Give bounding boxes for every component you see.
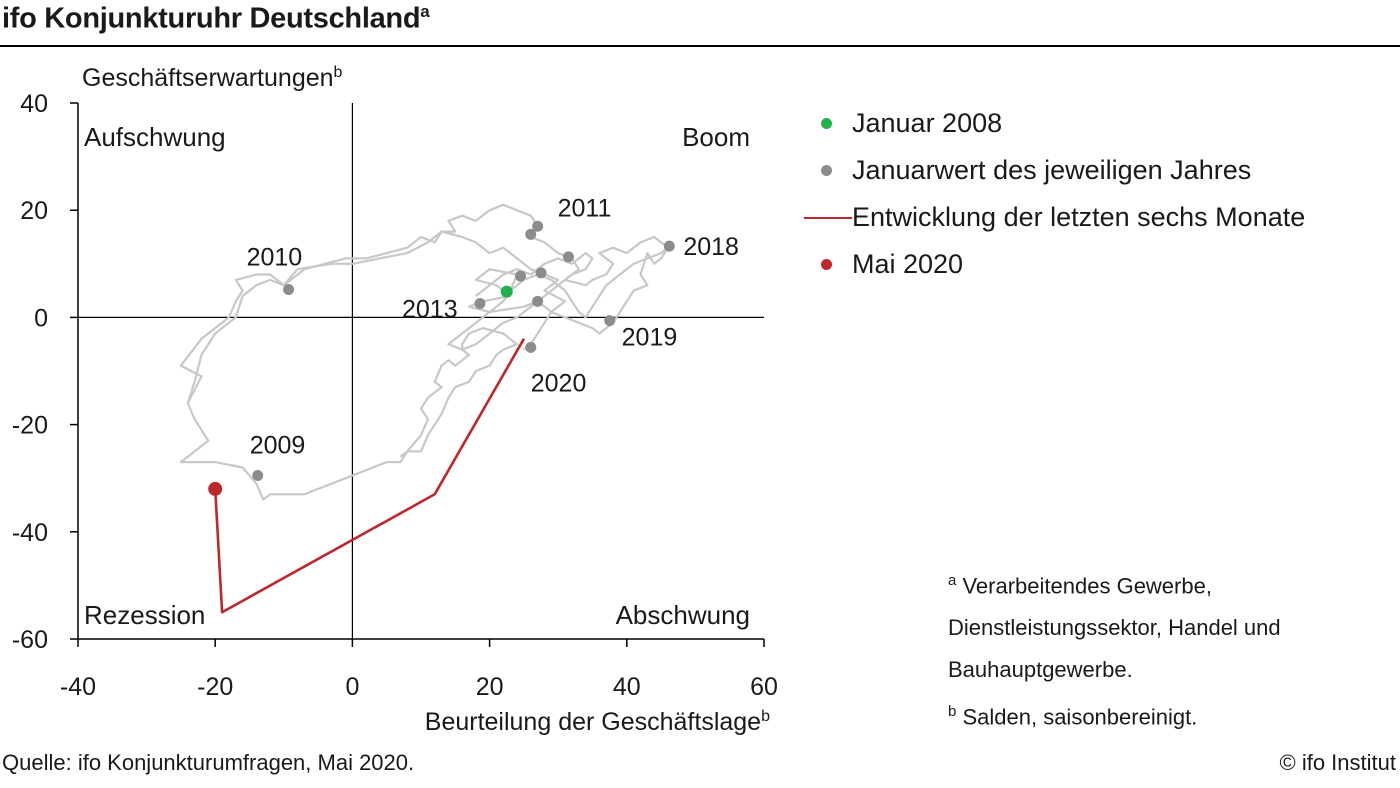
year-label-2018: 2018 <box>683 233 739 261</box>
quadrant-label-rezession: Rezession <box>84 600 205 630</box>
x-axis-label: Beurteilung der Geschäftslageb <box>425 708 770 736</box>
y-tick-label: -40 <box>12 519 48 547</box>
x-tick-label: 40 <box>613 673 641 701</box>
legend-label: Januarwert des jeweiligen Jahres <box>852 155 1252 185</box>
y-tick-label: -20 <box>12 412 48 440</box>
chart-title: ifo Konjunkturuhr Deutschlanda <box>2 2 430 35</box>
year-label-2009: 2009 <box>250 432 306 460</box>
recent-development-path <box>213 338 526 614</box>
source-note: Quelle: ifo Konjunkturumfragen, Mai 2020… <box>2 750 415 775</box>
y-tick-label: 0 <box>34 304 48 332</box>
january-point <box>663 240 675 252</box>
legend-label: Entwicklung der letzten sechs Monate <box>852 202 1306 232</box>
x-tick-label: 60 <box>750 673 778 701</box>
may-2020-point <box>208 481 223 496</box>
january-point <box>252 470 264 482</box>
legend-item-recent-development: Entwicklung der letzten sechs Monate <box>800 194 1305 241</box>
x-tick-label: -20 <box>197 673 233 701</box>
january-point <box>283 284 295 296</box>
legend-item-january-2008: Januar 2008 <box>800 100 1305 147</box>
january-point <box>514 270 526 282</box>
january-point <box>525 228 537 240</box>
january-point <box>532 295 544 307</box>
legend-label: Mai 2020 <box>852 249 964 279</box>
title-rule <box>0 45 1400 47</box>
green-dot-icon <box>820 118 832 129</box>
footnotes: a Verarbeitendes Gewerbe, Dienstleistung… <box>948 560 1398 739</box>
copyright-note: © ifo Institut <box>1279 750 1396 775</box>
x-tick-label: 0 <box>345 673 359 701</box>
footnote-a: a Verarbeitendes Gewerbe, Dienstleistung… <box>948 572 1281 683</box>
gray-dot-icon <box>820 165 832 176</box>
x-tick-label: 20 <box>476 673 504 701</box>
year-label-2011: 2011 <box>558 194 612 222</box>
legend-item-may-2020: Mai 2020 <box>800 241 1305 288</box>
legend: Januar 2008 Januarwert des jeweiligen Ja… <box>800 100 1305 288</box>
legend-label: Januar 2008 <box>852 108 1003 138</box>
legend-item-january-values: Januarwert des jeweiligen Jahres <box>800 147 1305 194</box>
january-point <box>474 297 486 309</box>
red-dot-icon <box>820 259 832 270</box>
january-point <box>562 251 574 263</box>
x-tick-label: -40 <box>60 673 96 701</box>
y-tick-label: 20 <box>20 197 48 225</box>
quadrant-label-boom: Boom <box>682 122 750 152</box>
year-label-2019: 2019 <box>622 324 678 352</box>
january-2008-point <box>500 285 513 298</box>
january-point <box>532 220 544 232</box>
january-point <box>604 315 616 327</box>
year-label-2020: 2020 <box>531 369 587 397</box>
red-line-icon <box>804 216 852 219</box>
quadrant-label-aufschwung: Aufschwung <box>84 122 226 152</box>
y-tick-label: 40 <box>20 90 48 118</box>
year-label-2010: 2010 <box>247 244 303 272</box>
footnote-b: b Salden, saisonbereinigt. <box>948 703 1198 730</box>
y-axis-label: Geschäftserwartungenb <box>82 64 343 92</box>
y-tick-label: -60 <box>12 626 48 654</box>
quadrant-label-abschwung: Abschwung <box>616 600 750 630</box>
january-point <box>535 267 547 279</box>
january-point <box>525 341 537 353</box>
year-label-2013: 2013 <box>402 295 458 323</box>
